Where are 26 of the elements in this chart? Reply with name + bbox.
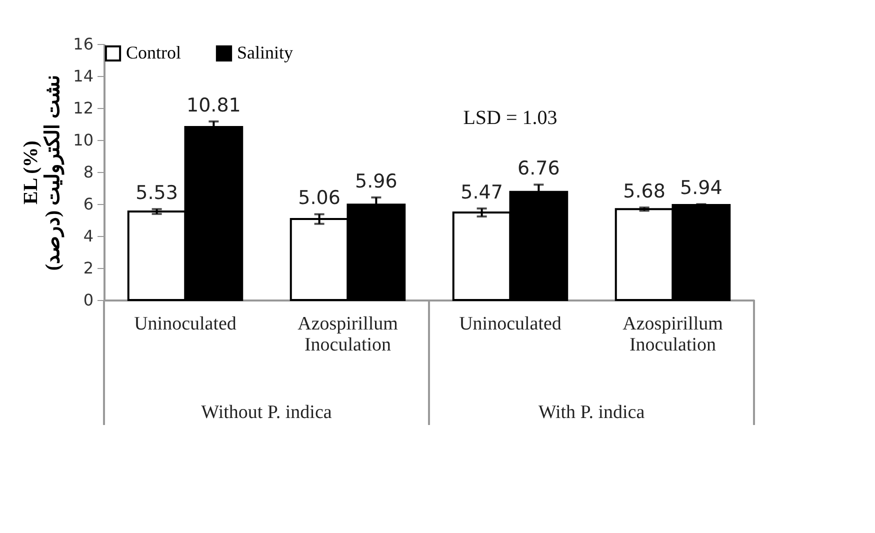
data-label: 5.94 bbox=[680, 177, 722, 200]
y-tick-label: 14 bbox=[73, 66, 94, 86]
data-label: 5.06 bbox=[298, 187, 340, 210]
y-tick-label: 10 bbox=[73, 130, 94, 150]
x-tick-label: Uninoculated bbox=[459, 314, 562, 334]
data-label: 6.76 bbox=[518, 158, 560, 180]
data-label: 5.47 bbox=[460, 181, 503, 204]
y-tick-label: 2 bbox=[83, 258, 94, 278]
x-tick-label: Uninoculated bbox=[134, 314, 237, 334]
data-label: 10.81 bbox=[186, 94, 241, 116]
y-tick-label: 12 bbox=[73, 98, 94, 118]
text: With P. indica bbox=[538, 402, 646, 423]
y-tick-label: 6 bbox=[83, 194, 94, 214]
y-tick-label: 16 bbox=[73, 34, 94, 54]
y-tick-label: 0 bbox=[83, 290, 94, 310]
annotation: LSD = 1.03 bbox=[463, 107, 558, 130]
data-label: 5.96 bbox=[355, 170, 398, 192]
legend-label: Control bbox=[126, 42, 182, 62]
data-label: 5.68 bbox=[623, 180, 666, 203]
legend-label: Salinity bbox=[237, 42, 294, 62]
data-label: 5.53 bbox=[136, 182, 178, 204]
y-tick-label: 4 bbox=[83, 226, 94, 246]
x-tick-label: Azospirillum Inoculation bbox=[298, 314, 398, 356]
text: Without P. indica bbox=[201, 402, 332, 423]
x-tick-label: Azospirillum Inoculation bbox=[622, 314, 724, 356]
y-tick-label: 8 bbox=[83, 162, 94, 182]
